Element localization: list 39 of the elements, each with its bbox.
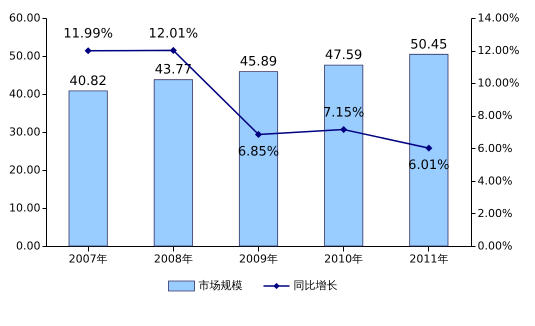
y2-tick-label: 10.00%	[478, 76, 520, 90]
x-tick-label: 2008年	[154, 252, 193, 266]
y-tick-label: 40.00	[9, 88, 40, 100]
y2-tick-label: 6.00%	[478, 142, 512, 155]
point	[340, 126, 348, 134]
x-tick-label: 2011年	[409, 252, 448, 266]
point	[425, 144, 432, 152]
legend-label: 市场规模	[198, 279, 242, 292]
data-label: 50.45	[410, 37, 448, 52]
y2-tick-label: 8.00%	[478, 109, 512, 122]
y2-tick-label: 2.00%	[478, 206, 512, 220]
bar	[238, 71, 278, 246]
y2-tick-label: 4.00%	[478, 174, 512, 188]
y2-tick-label: 0.00%	[478, 240, 512, 252]
x-tick-label: 2009年	[239, 252, 278, 266]
point	[84, 47, 92, 54]
bar	[68, 90, 108, 246]
legend-label: 同比增长	[294, 279, 338, 292]
point	[170, 46, 177, 54]
y2-tick-label: 14.00%	[478, 12, 520, 24]
y-tick-label: 60.00	[9, 12, 40, 24]
x-tick-label: 2010年	[324, 252, 364, 266]
bar	[324, 64, 364, 246]
point	[254, 130, 262, 138]
y-tick-label: 10.00	[9, 202, 40, 214]
data-label: 11.99%	[63, 26, 113, 42]
data-label: 47.59	[325, 48, 362, 64]
data-label: 12.01%	[148, 26, 198, 42]
bar	[154, 79, 193, 246]
y2-tick-label: 12.00%	[478, 44, 520, 58]
y-tick-label: 20.00	[9, 164, 40, 176]
data-label: 40.82	[70, 74, 107, 89]
y-tick-label: 0.00	[16, 240, 40, 252]
bar	[409, 54, 448, 246]
y-tick-label: 50.00	[9, 50, 40, 62]
y-tick-label: 30.00	[9, 126, 40, 138]
x-tick-label: 2007年	[68, 252, 108, 266]
data-label: 45.89	[240, 54, 278, 70]
data-label: 43.77	[154, 62, 192, 78]
